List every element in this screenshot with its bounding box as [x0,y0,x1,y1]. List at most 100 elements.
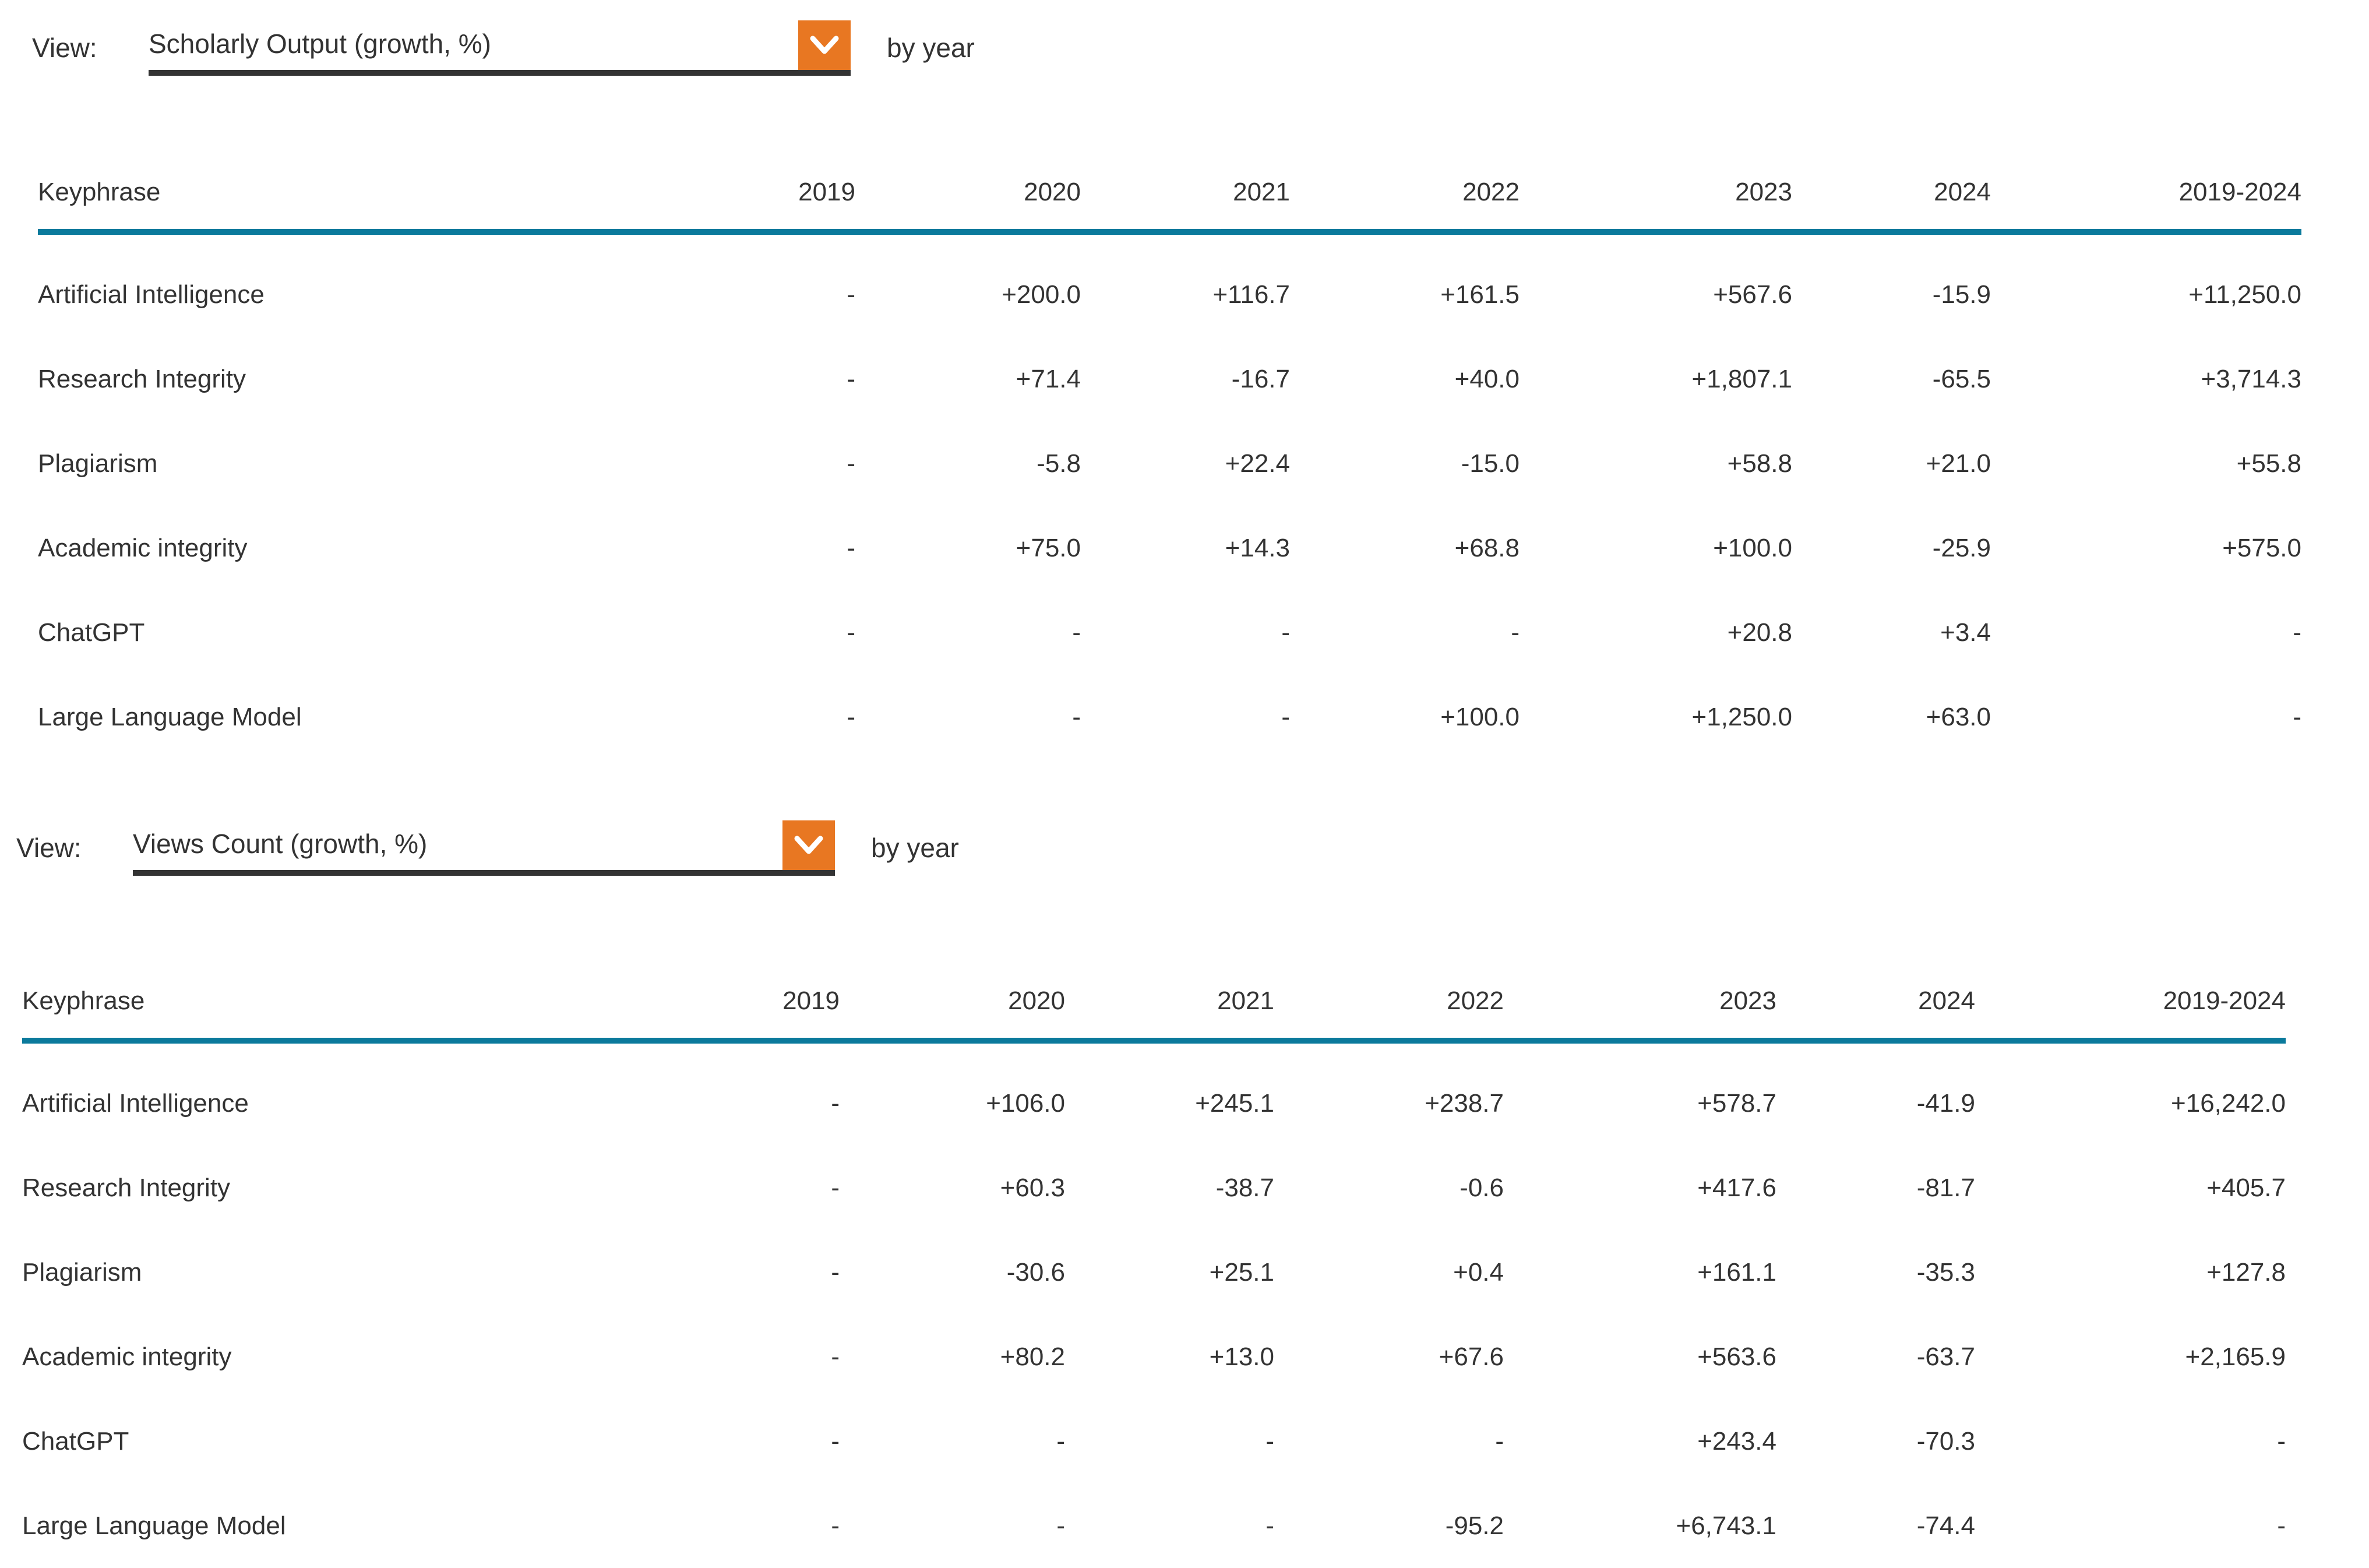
value-cell: +161.1 [1697,1257,1776,1287]
table-row: ChatGPT - - - - +20.8 +3.4 - [38,590,2301,675]
table-row: Artificial Intelligence - +106.0 +245.1 +238… [22,1061,2286,1146]
value-cell: +6,743.1 [1676,1511,1777,1540]
table-row: Research Integrity - +60.3 -38.7 -0.6 +417.6 -… [22,1146,2286,1230]
value-cell: - [2277,1426,2286,1456]
value-cell: +245.1 [1195,1088,1274,1118]
table-row: Research Integrity - +71.4 -16.7 +40.0 +1,807… [38,337,2301,421]
table-header-row: Keyphrase 2019 2020 2021 2022 2023 2024 … [22,986,2286,1044]
value-cell: -35.3 [1916,1257,1975,1287]
value-cell: +67.6 [1439,1342,1504,1371]
value-cell: +3.4 [1940,618,1991,647]
keyphrase-cell: ChatGPT [22,1426,129,1456]
views-count-section: View: Views Count (growth, %) by year Ke… [0,820,2353,1568]
table-row: Plagiarism - -5.8 +22.4 -15.0 +58.8 +21.0 +55.8 [38,421,2301,506]
value-cell: +100.0 [1440,702,1520,731]
value-cell: -15.0 [1461,449,1520,478]
value-cell: +106.0 [986,1088,1065,1118]
view-selector-row: View: Scholarly Output (growth, %) by ye… [32,20,2369,76]
value-cell: +127.8 [2206,1257,2286,1287]
value-cell: -63.7 [1916,1342,1975,1371]
column-header-2024: 2024 [1918,986,1975,1015]
value-cell: +14.3 [1225,533,1290,562]
column-header-2019: 2019 [782,986,840,1015]
views-count-table: Keyphrase 2019 2020 2021 2022 2023 2024 … [22,986,2286,1568]
select-dropdown-button[interactable] [782,820,835,870]
value-cell: +80.2 [1000,1342,1065,1371]
value-cell: +2,165.9 [2185,1342,2286,1371]
keyphrase-cell: Plagiarism [38,449,158,478]
value-cell: - [1281,618,1290,647]
chevron-down-icon [809,35,840,56]
value-cell: +417.6 [1697,1173,1776,1202]
value-cell: - [831,1173,840,1202]
value-cell: +11,250.0 [2188,280,2301,309]
value-cell: +21.0 [1926,449,1991,478]
value-cell: - [1265,1426,1274,1456]
keyphrase-cell: Large Language Model [22,1511,286,1540]
keyphrase-cell: Large Language Model [38,702,302,731]
value-cell: - [1265,1511,1274,1540]
value-cell: -65.5 [1932,364,1991,393]
table-row: Academic integrity - +80.2 +13.0 +67.6 +563.6… [22,1315,2286,1399]
value-cell: +578.7 [1697,1088,1776,1118]
select-dropdown-button[interactable] [798,20,851,70]
value-cell: +40.0 [1454,364,1520,393]
value-cell: - [831,1342,840,1371]
value-cell: -41.9 [1916,1088,1975,1118]
table-row: Artificial Intelligence - +200.0 +116.7 +161… [38,252,2301,337]
table-body: Artificial Intelligence - +200.0 +116.7 +161… [38,235,2301,759]
value-cell: -30.6 [1006,1257,1065,1287]
keyphrase-cell: ChatGPT [38,618,145,647]
keyphrase-cell: Academic integrity [22,1342,232,1371]
value-cell: - [2293,618,2301,647]
value-cell: +563.6 [1697,1342,1776,1371]
value-cell: - [847,702,855,731]
by-year-label: by year [887,33,975,63]
column-header-2023: 2023 [1735,178,1792,206]
view-select[interactable]: Scholarly Output (growth, %) [149,20,851,76]
table-row: Academic integrity - +75.0 +14.3 +68.8 +100.0… [38,506,2301,590]
value-cell: +1,250.0 [1691,702,1793,731]
value-cell: +16,242.0 [2171,1088,2286,1118]
column-header-2021: 2021 [1217,986,1274,1015]
column-header-keyphrase: Keyphrase [22,986,145,1015]
value-cell: +405.7 [2206,1173,2286,1202]
value-cell: - [831,1426,840,1456]
column-header-2019-2024: 2019-2024 [2163,986,2286,1015]
value-cell: - [1072,618,1081,647]
table-body: Artificial Intelligence - +106.0 +245.1 +238… [22,1044,2286,1568]
value-cell: +3,714.3 [2201,364,2302,393]
value-cell: - [2293,702,2301,731]
column-header-2019: 2019 [798,178,855,206]
column-header-2022: 2022 [1462,178,1520,206]
value-cell: +1,807.1 [1691,364,1793,393]
value-cell: +567.6 [1713,280,1792,309]
value-cell: - [847,364,855,393]
value-cell: -38.7 [1215,1173,1274,1202]
value-cell: +63.0 [1926,702,1991,731]
table-row: Plagiarism - -30.6 +25.1 +0.4 +161.1 -35.3 +127… [22,1230,2286,1315]
value-cell: +243.4 [1697,1426,1776,1456]
scholarly-output-table: Keyphrase 2019 2020 2021 2022 2023 2024 … [38,178,2301,759]
value-cell: -70.3 [1916,1426,1975,1456]
column-header-2024: 2024 [1934,178,1991,206]
table-row: ChatGPT - - - - +243.4 -70.3 - [22,1399,2286,1484]
value-cell: +13.0 [1209,1342,1274,1371]
value-cell: -95.2 [1445,1511,1504,1540]
value-cell: - [831,1088,840,1118]
view-select[interactable]: Views Count (growth, %) [133,820,835,876]
by-year-label: by year [871,833,959,863]
value-cell: +116.7 [1212,280,1290,309]
view-label: View: [32,33,97,63]
keyphrase-cell: Research Integrity [22,1173,231,1202]
view-label: View: [16,833,82,863]
value-cell: - [847,449,855,478]
table-row: Large Language Model - - - +100.0 +1,250.0 +63… [38,675,2301,759]
value-cell: +20.8 [1727,618,1792,647]
value-cell: - [1281,702,1290,731]
column-header-2019-2024: 2019-2024 [2178,178,2301,206]
value-cell: - [1056,1426,1065,1456]
view-select-value: Scholarly Output (growth, %) [149,28,492,59]
value-cell: - [2277,1511,2286,1540]
value-cell: +60.3 [1000,1173,1065,1202]
